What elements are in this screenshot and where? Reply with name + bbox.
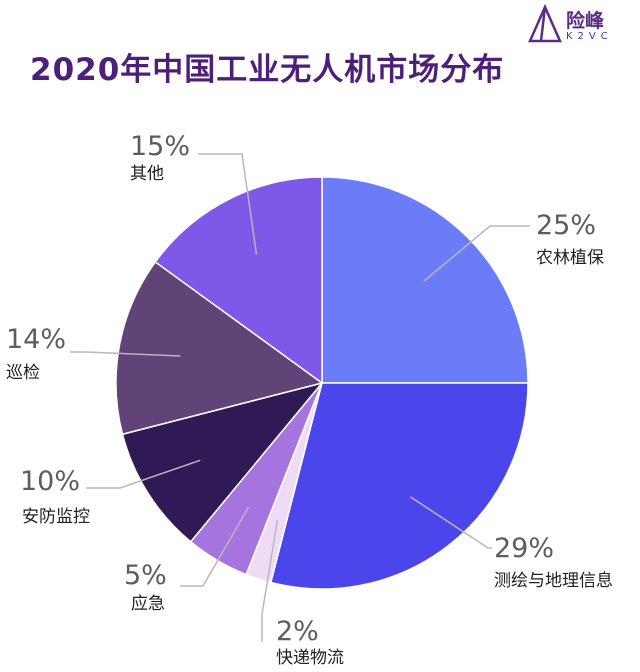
leader-line — [409, 496, 492, 549]
brand-name: 险峰 — [566, 10, 605, 32]
leader-line — [86, 459, 201, 489]
leader-line — [423, 225, 530, 282]
leader-line — [198, 153, 258, 255]
chart-title: 2020年中国工业无人机市场分布 — [30, 52, 505, 88]
pie-slice — [121, 381, 325, 543]
slice-percent-label: 15% — [130, 131, 190, 162]
brand-subtitle: K2VC — [566, 31, 613, 42]
brand-logo: 险峰 K2VC — [528, 4, 628, 48]
pie-slice — [115, 260, 324, 436]
slice-percent-label: 2% — [276, 616, 319, 647]
slice-category-label: 安防监控 — [22, 507, 90, 527]
slice-percent-label: 10% — [20, 466, 80, 497]
slice-percent-label: 25% — [536, 210, 596, 241]
mountain-logo-icon — [528, 4, 562, 43]
pie-slices — [115, 176, 529, 590]
leader-line — [70, 351, 181, 357]
pie-slice — [154, 176, 323, 385]
slice-percent-label: 14% — [6, 324, 66, 355]
leader-line — [180, 506, 250, 587]
leader-lines — [70, 153, 530, 642]
slice-category-label: 巡检 — [6, 363, 40, 383]
leader-line — [261, 519, 279, 642]
slice-labels: 25% 农林植保 29% 测绘与地理信息 2%快递物流 5% 应急 10% 安防监控 14% 巡检 1… — [6, 131, 613, 668]
slice-category-label: 应急 — [131, 594, 165, 614]
slice-percent-label: 29% — [494, 533, 554, 564]
slice-percent-label: 5% — [124, 560, 167, 591]
pie-slice — [269, 382, 529, 590]
slice-category-label: 其他 — [130, 164, 164, 184]
slice-category-label: 快递物流 — [276, 648, 344, 668]
slice-category-label: 测绘与地理信息 — [494, 571, 613, 591]
slice-category-label: 农林植保 — [536, 248, 604, 268]
